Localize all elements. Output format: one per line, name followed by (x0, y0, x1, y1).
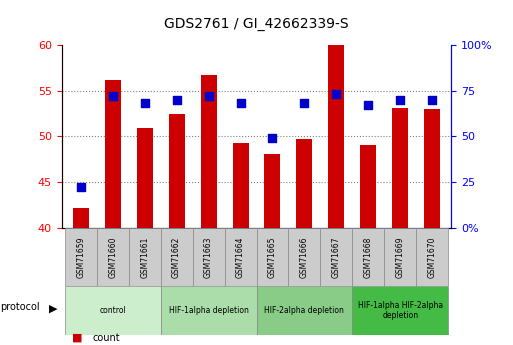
Text: ■: ■ (72, 333, 82, 343)
Point (76, 185, 85, 190)
Bar (256, 228, 288, 286)
Bar (360, 145, 377, 228)
Bar (105, 80, 121, 228)
Text: HIF-2alpha depletion: HIF-2alpha depletion (265, 306, 344, 315)
Bar (256, 286, 352, 335)
Text: GSM71661: GSM71661 (140, 236, 149, 278)
Point (428, 97, 437, 102)
Bar (97, 228, 129, 286)
Text: GSM71669: GSM71669 (396, 236, 405, 278)
Text: GSM71663: GSM71663 (204, 236, 213, 278)
Bar (65, 286, 161, 335)
Point (236, 101, 245, 106)
Text: HIF-1alpha HIF-2alpha
depletion: HIF-1alpha HIF-2alpha depletion (358, 301, 443, 320)
Bar (225, 228, 256, 286)
Text: GDS2761 / GI_42662339-S: GDS2761 / GI_42662339-S (164, 17, 349, 31)
Bar (129, 228, 161, 286)
Point (172, 97, 181, 102)
Point (268, 135, 277, 141)
Bar (352, 228, 384, 286)
Bar (169, 114, 185, 228)
Bar (265, 154, 281, 228)
Bar (321, 228, 352, 286)
Bar (161, 286, 256, 335)
Text: GSM71660: GSM71660 (108, 236, 117, 278)
Bar (232, 143, 248, 228)
Text: GSM71670: GSM71670 (428, 236, 437, 278)
Bar (65, 228, 97, 286)
Point (396, 97, 404, 102)
Bar (161, 228, 192, 286)
Text: ▶: ▶ (49, 304, 57, 314)
Text: count: count (92, 333, 120, 343)
Text: control: control (100, 306, 126, 315)
Bar (352, 286, 448, 335)
Text: HIF-1alpha depletion: HIF-1alpha depletion (169, 306, 248, 315)
Text: GSM71662: GSM71662 (172, 236, 181, 278)
Text: GSM71659: GSM71659 (76, 236, 85, 278)
Bar (192, 228, 225, 286)
Point (205, 93, 213, 99)
Bar (201, 75, 216, 228)
Point (300, 101, 308, 106)
Bar (288, 228, 321, 286)
Text: GSM71668: GSM71668 (364, 236, 373, 278)
Bar (424, 109, 440, 228)
Point (109, 93, 117, 99)
Text: GSM71666: GSM71666 (300, 236, 309, 278)
Bar (136, 128, 153, 228)
Point (332, 91, 341, 97)
Text: GSM71665: GSM71665 (268, 236, 277, 278)
Bar (392, 108, 408, 228)
Bar (328, 45, 344, 228)
Text: GSM71664: GSM71664 (236, 236, 245, 278)
Text: protocol: protocol (0, 302, 40, 312)
Bar (416, 228, 448, 286)
Point (364, 102, 372, 108)
Bar (384, 228, 416, 286)
Point (141, 101, 149, 106)
Bar (297, 139, 312, 228)
Text: GSM71667: GSM71667 (332, 236, 341, 278)
Bar (73, 208, 89, 228)
